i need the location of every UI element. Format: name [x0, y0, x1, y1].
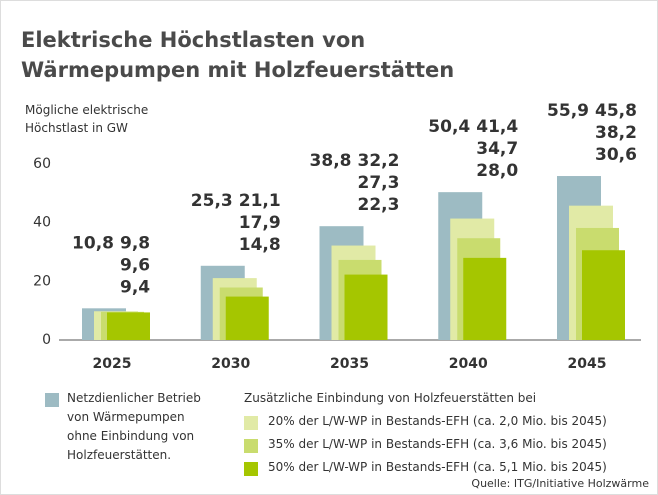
legend-title: Zusätzliche Einbindung von Holzfeuerstät…	[244, 391, 537, 405]
value-label: 28,0	[476, 161, 518, 181]
value-label: 41,4	[476, 117, 518, 137]
x-tick-label: 2045	[568, 356, 607, 372]
legend-label: 20% der L/W-WP in Bestands-EFH (ca. 2,0 …	[268, 414, 607, 428]
value-label: 9,4	[120, 277, 150, 297]
value-label: 38,8	[310, 151, 352, 171]
chart-title: Elektrische Höchstlasten von Wärmepumpen…	[21, 28, 455, 82]
value-label: 30,6	[595, 145, 637, 165]
bar	[344, 274, 388, 340]
legend-label: 35% der L/W-WP in Bestands-EFH (ca. 3,6 …	[268, 437, 607, 451]
value-label: 27,3	[358, 173, 400, 193]
legend-swatch	[244, 416, 258, 430]
legend-label: 50% der L/W-WP in Bestands-EFH (ca. 5,1 …	[268, 460, 607, 474]
value-label: 21,1	[239, 191, 281, 211]
value-label: 10,8	[72, 233, 114, 253]
bar	[225, 296, 269, 340]
value-label: 38,2	[595, 123, 637, 143]
source: Quelle: ITG/Initiative Holzwärme	[471, 477, 649, 490]
value-label: 25,3	[191, 191, 233, 211]
bar	[582, 250, 625, 340]
y-tick-label: 20	[33, 273, 51, 289]
value-label: 9,6	[120, 255, 150, 275]
legend-swatch	[244, 462, 258, 476]
value-label: 50,4	[428, 117, 470, 137]
x-tick-label: 2035	[330, 356, 369, 372]
x-tick-label: 2030	[211, 356, 250, 372]
value-label: 45,8	[595, 101, 637, 121]
y-axis-label: Mögliche elektrische Höchstlast in GW	[25, 103, 149, 135]
legend-swatch	[244, 439, 258, 453]
legend-swatch	[45, 393, 59, 407]
bar	[107, 312, 150, 340]
value-label: 32,2	[358, 151, 400, 171]
value-label: 9,8	[120, 233, 150, 253]
x-tick-label: 2025	[93, 356, 132, 372]
y-tick-label: 0	[42, 332, 51, 348]
value-label: 14,8	[239, 235, 281, 255]
value-label: 22,3	[358, 195, 400, 215]
y-tick-label: 40	[33, 215, 51, 231]
y-tick-label: 60	[33, 156, 51, 172]
value-label: 55,9	[547, 101, 589, 121]
bar	[463, 257, 507, 340]
value-label: 17,9	[239, 213, 281, 233]
value-label: 34,7	[476, 139, 518, 159]
legend-label: Netzdienlicher Betrieb von Wärmepumpen o…	[67, 391, 201, 462]
x-tick-label: 2040	[449, 356, 488, 372]
